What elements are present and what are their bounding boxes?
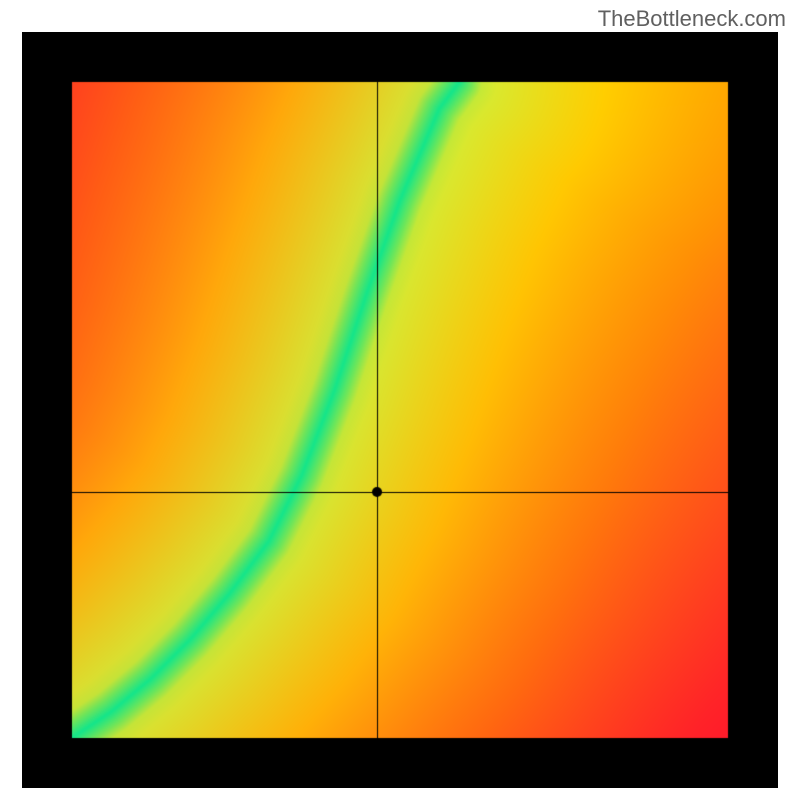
watermark-text: TheBottleneck.com xyxy=(598,6,786,32)
chart-container: TheBottleneck.com xyxy=(0,0,800,800)
heatmap-canvas xyxy=(22,32,778,788)
plot-area xyxy=(22,32,778,788)
